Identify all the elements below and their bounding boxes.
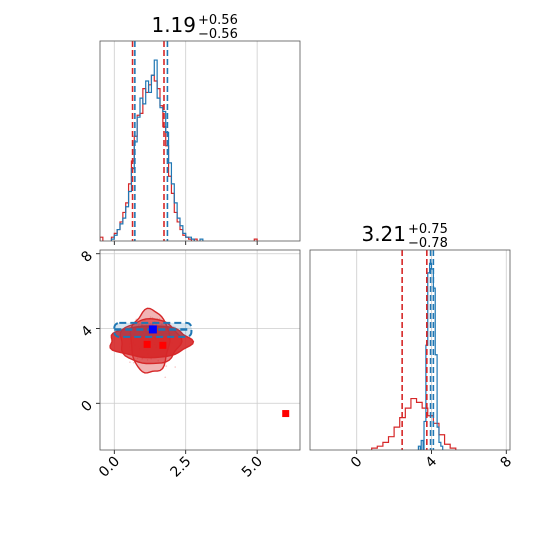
title-value: 1.19 (151, 13, 196, 37)
sample-point (164, 376, 167, 379)
xtick-label-p2-1: 2.5 (167, 454, 194, 481)
marker-series_a-1 (143, 340, 151, 348)
histogram-series-a (371, 397, 457, 450)
sample-point (174, 366, 177, 368)
xtick-label-p3-0: 0 (348, 454, 366, 472)
sample-point (158, 317, 161, 320)
sample-point (132, 361, 135, 364)
title-minus: −0.56 (198, 27, 238, 42)
marker-series_a-2 (159, 341, 167, 349)
panel-bottom-left-frame (99, 249, 301, 451)
xtick-label-p3-1: 4 (423, 453, 441, 471)
ytick-label-p2-2: 8 (78, 248, 96, 266)
title-plus: +0.75 (408, 222, 448, 237)
sample-point (149, 316, 152, 318)
xtick-label-p3-2: 8 (497, 454, 515, 472)
panel-top-left-frame (99, 40, 301, 242)
xtick-label-p2-2: 5.0 (239, 454, 266, 481)
panel-bottom-right-title: 3.21 +0.75−0.78 (361, 222, 447, 251)
histogram-series-b (110, 59, 204, 241)
sample-point (165, 365, 168, 367)
contour-series-a-2 (109, 325, 195, 359)
marker-series_a-3 (282, 410, 290, 418)
title-plus: +0.56 (198, 13, 238, 28)
sample-point (129, 361, 131, 363)
xtick-label-p2-0: 0.0 (96, 454, 123, 481)
ytick-label-p2-0: 0 (78, 398, 96, 416)
panel-bottom-right-frame (309, 249, 511, 451)
title-value: 3.21 (361, 222, 406, 246)
title-minus: −0.78 (408, 236, 448, 251)
marker-series_b-0 (148, 325, 157, 334)
histogram-series-a (100, 74, 258, 241)
ytick-label-p2-1: 4 (78, 323, 96, 341)
panel-top-left-title: 1.19 +0.56−0.56 (151, 13, 237, 42)
